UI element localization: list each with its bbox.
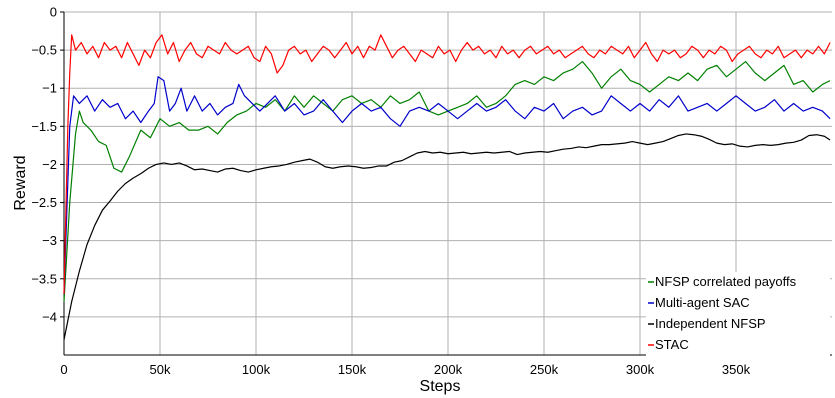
y-tick-label: −2.5 [31, 195, 57, 210]
y-tick-label: −0.5 [31, 43, 57, 58]
y-tick-label: 0 [50, 5, 57, 20]
series-line-3 [63, 34, 831, 295]
legend-label: Independent NFSP [655, 316, 766, 331]
series-line-2 [63, 133, 831, 340]
x-tick-label: 150k [338, 362, 367, 377]
series-line-1 [63, 76, 831, 295]
y-axis-label: Reward [12, 155, 29, 210]
y-tick-label: −1 [42, 81, 57, 96]
legend: NFSP correlated payoffs Multi-agent SAC In… [646, 272, 830, 358]
legend-label: Multi-agent SAC [655, 295, 750, 310]
y-tick-label: −2 [42, 157, 57, 172]
x-tick-label: 0 [60, 362, 67, 377]
legend-background [646, 272, 830, 358]
series-lines [63, 34, 831, 340]
x-axis-label: Steps [420, 378, 461, 395]
legend-label: STAC [655, 337, 689, 352]
series-line-0 [63, 60, 831, 302]
legend-label: NFSP correlated payoffs [655, 274, 797, 289]
x-tick-label: 200k [434, 362, 463, 377]
x-tick-label: 250k [530, 362, 559, 377]
y-tick-label: −4 [42, 309, 57, 324]
x-tick-label: 100k [242, 362, 271, 377]
grid [64, 11, 832, 355]
tick-labels: 0 −0.5 −1 −1.5 −2 −2.5 −3 −3.5 −4 0 50k 100k 150k 200… [31, 5, 750, 378]
x-tick-label: 350k [722, 362, 751, 377]
y-tick-label: −3 [42, 233, 57, 248]
x-tick-label: 300k [626, 362, 655, 377]
y-tick-label: −3.5 [31, 271, 57, 286]
x-tick-label: 50k [150, 362, 171, 377]
y-tick-label: −1.5 [31, 119, 57, 134]
